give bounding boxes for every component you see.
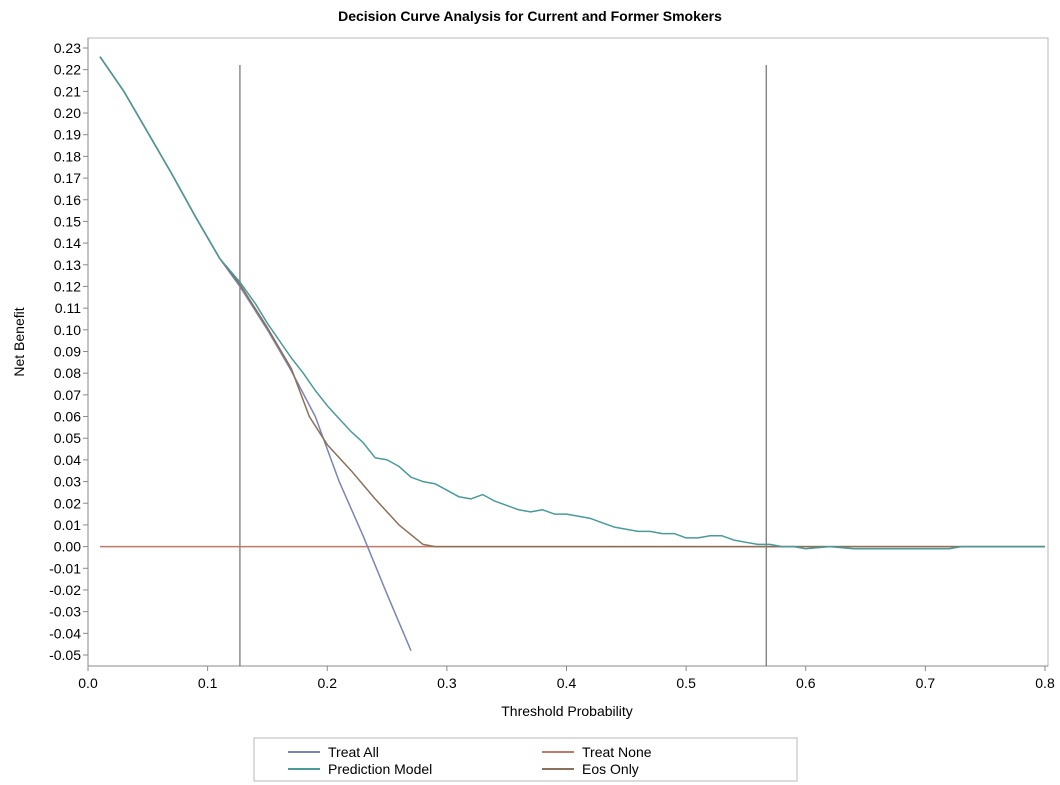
y-tick-label: 0.00: [54, 539, 81, 555]
x-tick-label: 0.6: [796, 675, 816, 691]
x-axis-title: Threshold Probability: [501, 703, 633, 719]
x-tick-label: 0.4: [557, 675, 577, 691]
legend: Treat All Treat None Prediction Model Eos O…: [253, 737, 798, 782]
chart-title: Decision Curve Analysis for Current and …: [338, 8, 722, 24]
y-tick-label: 0.18: [54, 148, 81, 164]
y-tick-label: 0.01: [54, 517, 81, 533]
y-tick-label: 0.07: [54, 387, 81, 403]
y-tick-label: 0.10: [54, 322, 81, 338]
legend-box: [253, 737, 798, 782]
y-axis: 0.23 0.22 0.21 0.20 0.19 0.18 0.17 0.16 0.15 0.14…: [49, 38, 89, 666]
legend-label-eos-only: Eos Only: [582, 761, 639, 777]
y-tick-label: 0.16: [54, 192, 81, 208]
y-tick-label: 0.09: [54, 344, 81, 360]
y-tick-label: 0.12: [54, 278, 81, 294]
y-tick-label: -0.02: [49, 582, 81, 598]
x-tick-label: 0.8: [1035, 675, 1055, 691]
series-line-eos-only: [99, 56, 1045, 548]
x-tick-label: 0.3: [437, 675, 457, 691]
x-tick-label: 0.1: [198, 675, 218, 691]
y-tick-label: 0.21: [54, 83, 81, 99]
y-tick-label: 0.08: [54, 365, 81, 381]
y-tick-label: 0.15: [54, 213, 81, 229]
y-tick-label: 0.06: [54, 409, 81, 425]
y-tick-label: 0.03: [54, 474, 81, 490]
y-tick-label: 0.19: [54, 127, 81, 143]
y-tick-label: 0.20: [54, 105, 81, 121]
reference-lines: [239, 65, 767, 666]
y-tick-label: 0.17: [54, 170, 81, 186]
y-axis-title: Net Benefit: [11, 307, 27, 376]
legend-label-treat-all: Treat All: [328, 744, 379, 760]
series-line-prediction-model: [99, 56, 1045, 550]
plot-area-frame: [87, 37, 1049, 667]
series-lines: [99, 56, 1045, 651]
y-tick-label: 0.13: [54, 257, 81, 273]
y-tick-label: 0.04: [54, 452, 81, 468]
y-tick-label: 0.14: [54, 235, 81, 251]
y-tick-label: -0.01: [49, 560, 81, 576]
y-tick-label: 0.22: [54, 62, 81, 78]
series-line-treat-all: [99, 56, 412, 651]
y-tick-label: 0.23: [54, 40, 81, 56]
y-tick-label: 0.11: [55, 300, 81, 316]
x-tick-label: 0.2: [318, 675, 338, 691]
x-tick-label: 0.0: [78, 675, 98, 691]
legend-label-prediction-model: Prediction Model: [328, 761, 432, 777]
legend-label-treat-none: Treat None: [582, 744, 652, 760]
x-tick-label: 0.7: [916, 675, 936, 691]
y-tick-label: -0.05: [49, 647, 81, 663]
y-tick-label: 0.02: [54, 495, 81, 511]
y-tick-label: -0.04: [49, 625, 81, 641]
y-tick-label: -0.03: [49, 604, 81, 620]
x-tick-label: 0.5: [676, 675, 696, 691]
y-tick-label: 0.05: [54, 430, 81, 446]
x-axis: 0.0 0.1 0.2 0.3 0.4 0.5 0.6 0.7 0.8: [78, 665, 1055, 691]
